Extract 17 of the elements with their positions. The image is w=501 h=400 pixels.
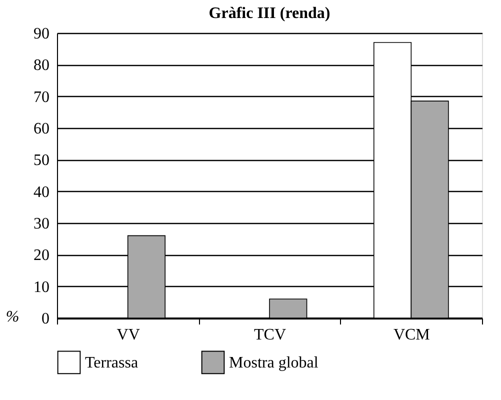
y-tick-label: 10 — [34, 278, 50, 296]
legend-label: Mostra global — [229, 354, 319, 372]
y-tick-label: 80 — [34, 57, 50, 74]
y-axis-title: % — [6, 308, 20, 326]
legend-label: Terrassa — [85, 354, 138, 372]
x-tick-label: TCV — [254, 326, 286, 344]
y-tick-label: 30 — [34, 216, 50, 232]
y-tick-label: 90 — [34, 26, 50, 42]
y-tick-label: 0 — [42, 310, 50, 328]
y-tick-label: 70 — [34, 88, 50, 106]
x-tick-label: VCM — [393, 326, 430, 344]
y-tick-label: 40 — [34, 184, 50, 201]
chart-title: Gràfic III (renda) — [208, 5, 330, 22]
y-tick-label: 50 — [34, 152, 50, 170]
x-tick-label: VV — [116, 326, 140, 344]
y-tick-label: 20 — [34, 247, 50, 264]
y-tick-label: 60 — [34, 120, 50, 138]
